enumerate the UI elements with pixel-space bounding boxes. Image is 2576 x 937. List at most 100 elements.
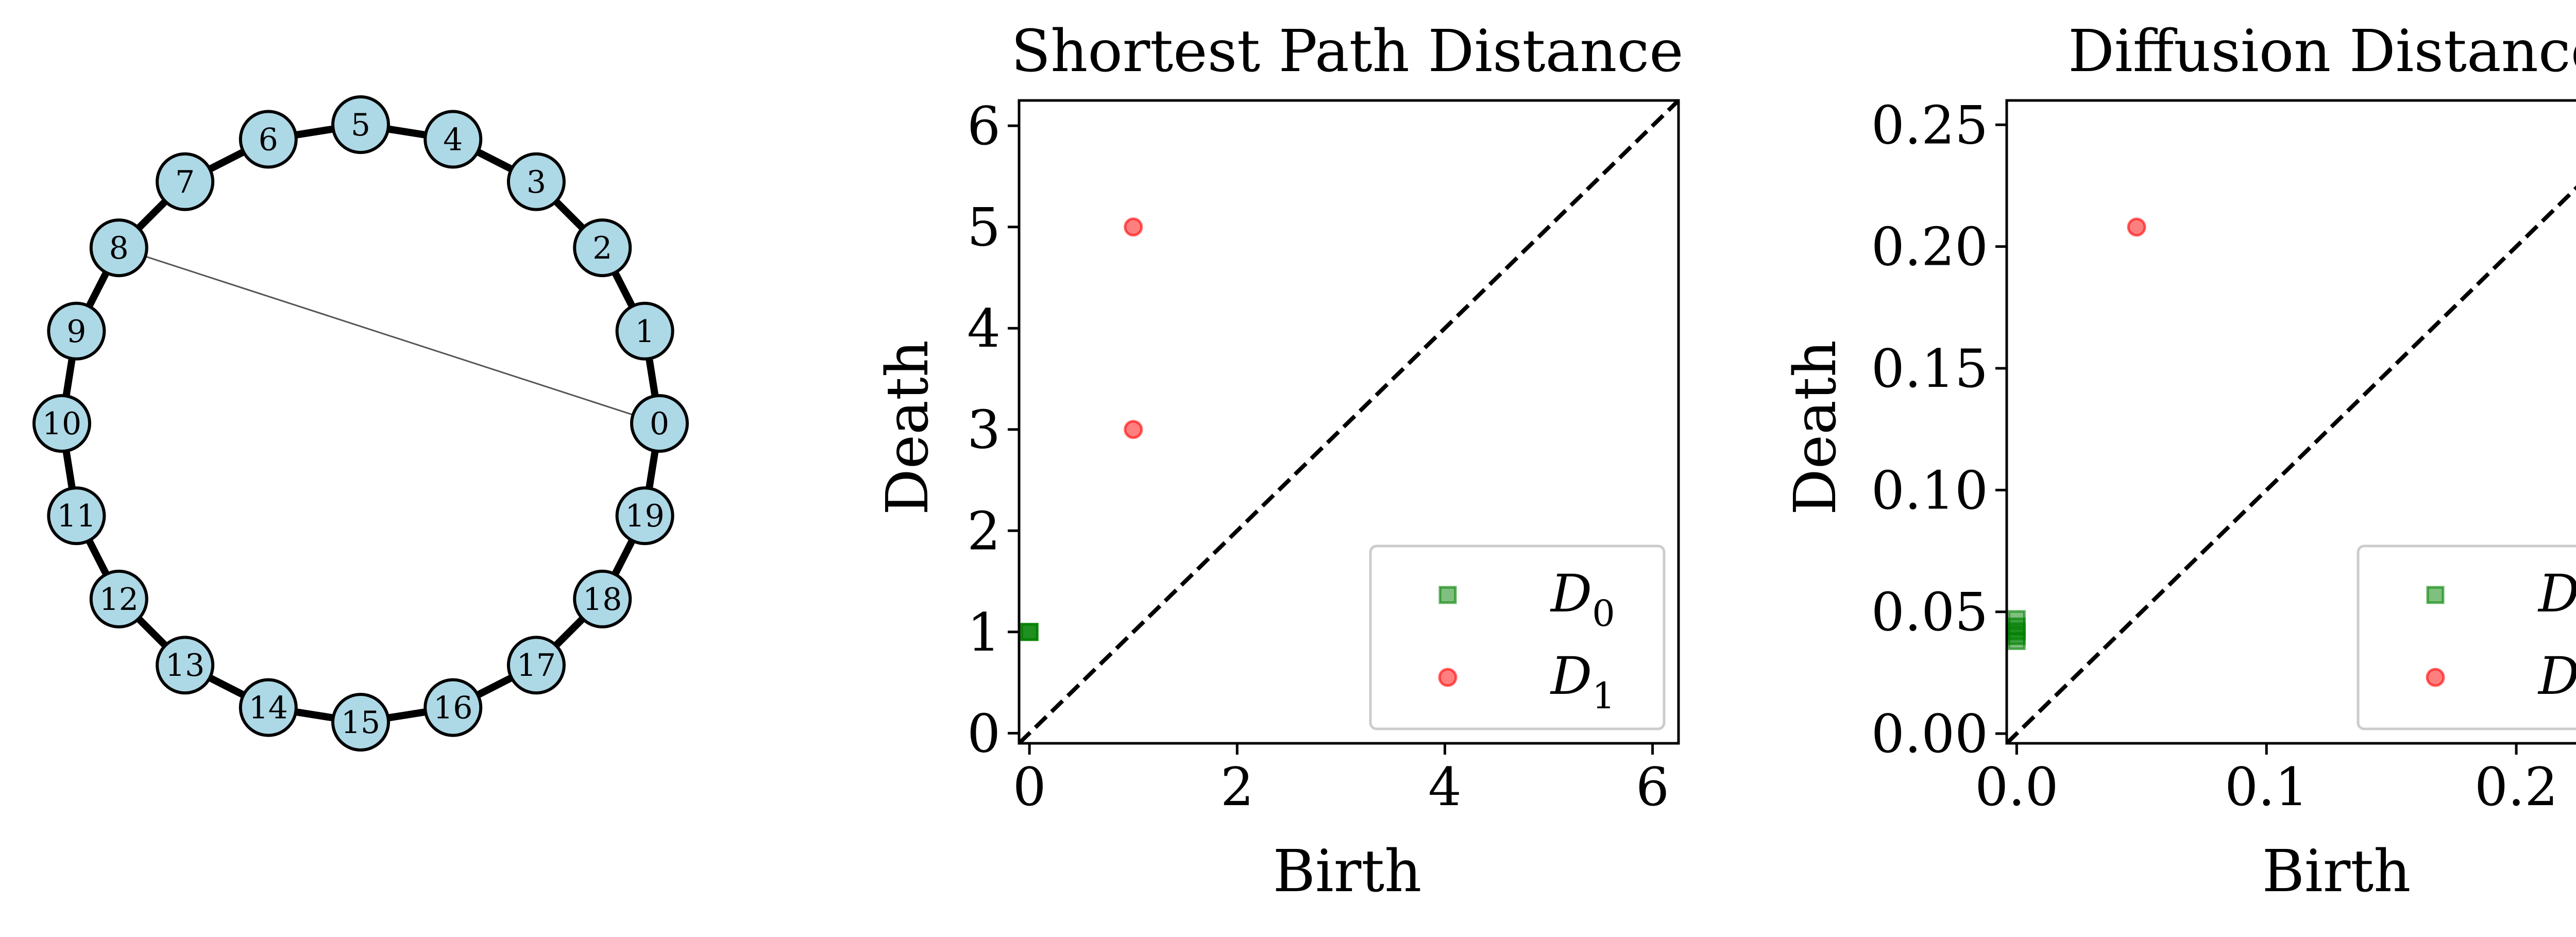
node-circle bbox=[615, 301, 674, 361]
node-label: 6 bbox=[259, 122, 278, 158]
graph-node: 2 bbox=[573, 218, 632, 278]
graph-node: 6 bbox=[239, 110, 298, 169]
node-circle bbox=[615, 486, 674, 546]
graph-node: 17 bbox=[506, 636, 566, 695]
node-label: 0 bbox=[650, 406, 669, 442]
node-label: 1 bbox=[635, 314, 655, 350]
y-tick-label: 5 bbox=[967, 197, 1001, 259]
y-tick-label: 0 bbox=[967, 703, 1001, 764]
legend-marker-d0 bbox=[2426, 586, 2445, 604]
node-circle bbox=[32, 394, 91, 453]
legend-marker-d1 bbox=[2426, 668, 2445, 687]
x-tick-label: 0 bbox=[1013, 757, 1046, 818]
node-label: 9 bbox=[66, 314, 86, 350]
legend-box bbox=[1369, 544, 1666, 730]
shortest-path-persistence-diagram: Shortest Path Distance Birth Death 0 2 4 6 0… bbox=[874, 18, 1684, 905]
graph-node: 12 bbox=[89, 569, 148, 628]
node-circle bbox=[506, 636, 566, 695]
node-label: 14 bbox=[249, 690, 288, 726]
d0-point bbox=[2007, 632, 2026, 650]
x-tick-label: 6 bbox=[1636, 757, 1669, 818]
graph-node: 7 bbox=[156, 152, 215, 211]
graph-node: 1 bbox=[615, 301, 674, 361]
graph-node: 11 bbox=[47, 486, 106, 546]
plot-frame bbox=[1018, 99, 1680, 745]
graph-node: 13 bbox=[156, 636, 215, 695]
diagonal-line bbox=[2007, 185, 2576, 743]
node-circle bbox=[47, 486, 106, 546]
graph-node: 0 bbox=[630, 394, 689, 453]
node-circle bbox=[89, 218, 148, 278]
chart-title: Diffusion Distance bbox=[2068, 18, 2576, 85]
x-tick-label: 0.0 bbox=[1975, 757, 2058, 818]
y-tick-label: 0.00 bbox=[1871, 704, 1988, 765]
node-label: 2 bbox=[592, 230, 612, 266]
graph-node: 5 bbox=[331, 95, 390, 154]
x-tick-label: 0.2 bbox=[2475, 757, 2558, 818]
y-tick-label: 1 bbox=[967, 602, 1001, 663]
node-circle bbox=[47, 301, 106, 361]
y-tick-label: 4 bbox=[967, 298, 1001, 360]
graph-node: 9 bbox=[47, 301, 106, 361]
y-tick-label: 0.10 bbox=[1871, 460, 1988, 521]
node-label: 10 bbox=[42, 406, 81, 442]
diagonal-line bbox=[1019, 100, 1679, 743]
node-circle bbox=[506, 152, 566, 211]
node-circle bbox=[89, 569, 148, 628]
node-label: 15 bbox=[341, 705, 380, 741]
legend-box bbox=[2357, 544, 2576, 730]
legend-marker-d0 bbox=[1438, 586, 1457, 604]
chart-title: Shortest Path Distance bbox=[1011, 18, 1683, 85]
legend-label: D0 bbox=[2537, 564, 2576, 635]
node-label: 3 bbox=[527, 164, 546, 200]
graph-node: 3 bbox=[506, 152, 566, 211]
x-axis-label: Birth bbox=[1273, 838, 1422, 905]
node-label: 12 bbox=[99, 582, 139, 618]
node-circle bbox=[239, 678, 298, 737]
node-label: 18 bbox=[583, 582, 622, 618]
x-tick-label: 4 bbox=[1428, 757, 1462, 818]
node-label: 4 bbox=[443, 122, 463, 158]
node-circle bbox=[573, 569, 632, 628]
d1-point bbox=[1124, 217, 1143, 237]
node-label: 7 bbox=[175, 164, 195, 200]
graph-node: 16 bbox=[423, 678, 483, 737]
legend-marker-d1 bbox=[1438, 668, 1458, 687]
y-tick-label: 0.05 bbox=[1871, 582, 1988, 643]
plot-frame bbox=[2005, 99, 2576, 745]
node-circle bbox=[423, 678, 483, 737]
d0-point bbox=[1020, 623, 1039, 641]
x-axis-label: Birth bbox=[2262, 838, 2411, 905]
node-circle bbox=[573, 218, 632, 278]
y-tick-label: 0.20 bbox=[1871, 217, 1988, 278]
node-label: 19 bbox=[625, 498, 664, 534]
diffusion-persistence-diagram: Diffusion Distance Birth Death 0.0 0.1 0.2… bbox=[1782, 18, 2576, 905]
node-label: 13 bbox=[165, 648, 205, 684]
node-circle bbox=[156, 636, 215, 695]
node-label: 5 bbox=[351, 107, 370, 143]
x-tick-label: 0.1 bbox=[2225, 757, 2308, 818]
y-axis-label: Death bbox=[874, 340, 941, 515]
graph-node: 8 bbox=[89, 218, 148, 278]
legend-label: D1 bbox=[2537, 646, 2576, 717]
node-label: 8 bbox=[109, 230, 129, 266]
y-tick-label: 6 bbox=[967, 96, 1001, 157]
node-circle bbox=[331, 693, 390, 752]
y-axis-label: Death bbox=[1782, 340, 1849, 515]
node-label: 17 bbox=[517, 648, 556, 684]
graph-node: 10 bbox=[32, 394, 91, 453]
node-circle bbox=[630, 394, 689, 453]
node-circle bbox=[156, 152, 215, 211]
y-tick-label: 2 bbox=[967, 501, 1001, 562]
graph-node: 19 bbox=[615, 486, 674, 546]
graph-node: 15 bbox=[331, 693, 390, 752]
graph-node: 14 bbox=[239, 678, 298, 737]
node-label: 16 bbox=[433, 690, 472, 726]
d1-point bbox=[1124, 420, 1143, 439]
x-tick-label: 2 bbox=[1221, 757, 1254, 818]
y-tick-label: 3 bbox=[967, 400, 1001, 461]
